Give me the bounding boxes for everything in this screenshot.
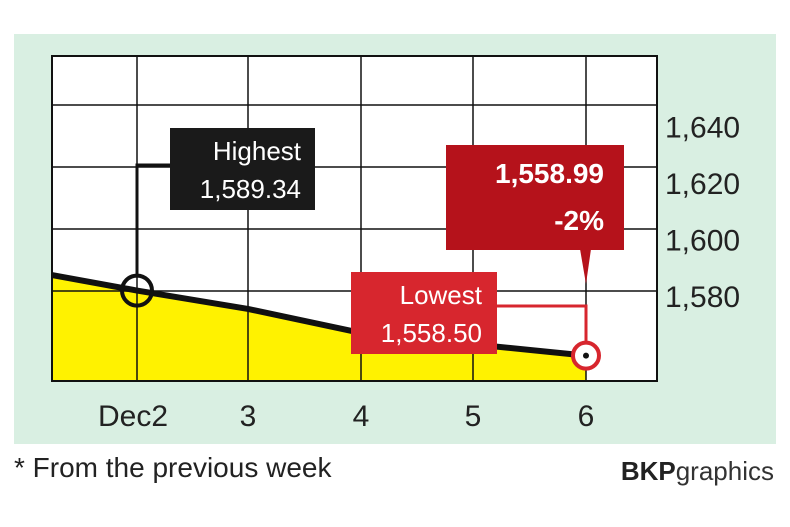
footnote: * From the previous week	[14, 452, 332, 483]
lowest-dot	[583, 352, 589, 359]
highest-label: Highest	[213, 136, 302, 166]
latest-box	[446, 145, 624, 250]
lowest-label: Lowest	[400, 280, 483, 310]
highest-value: 1,589.34	[200, 174, 301, 204]
x-tick-label: 3	[240, 400, 257, 433]
y-tick-label: 1,640	[665, 112, 740, 145]
data-point	[246, 306, 250, 311]
y-tick-label: 1,600	[665, 225, 740, 258]
plot-border	[51, 55, 658, 382]
y-tick-label: 1,620	[665, 168, 740, 201]
x-tick-label: Dec2	[98, 400, 168, 433]
y-tick-label: 1,580	[665, 281, 740, 314]
latest-value: 1,558.99	[495, 158, 604, 189]
latest-pointer	[580, 249, 591, 284]
latest-change: -2%	[554, 205, 604, 236]
lowest-leader	[495, 304, 588, 342]
x-tick-label: 6	[578, 400, 595, 433]
highest-box	[170, 128, 315, 210]
highest-leader	[135, 163, 172, 277]
chart-svg: Highest 1,589.34 Lowest 1,558.50 1,558.99 -2%…	[14, 34, 776, 444]
lowest-value: 1,558.50	[381, 318, 482, 348]
x-tick-label: 4	[353, 400, 370, 433]
credit-light: graphics	[675, 456, 774, 486]
lowest-box	[351, 272, 497, 354]
credit-bold: BKP	[620, 456, 676, 486]
data-point	[135, 288, 139, 293]
highest-marker	[120, 273, 154, 308]
x-tick-label: 5	[465, 400, 482, 433]
credit: BKPgraphics	[621, 456, 774, 487]
